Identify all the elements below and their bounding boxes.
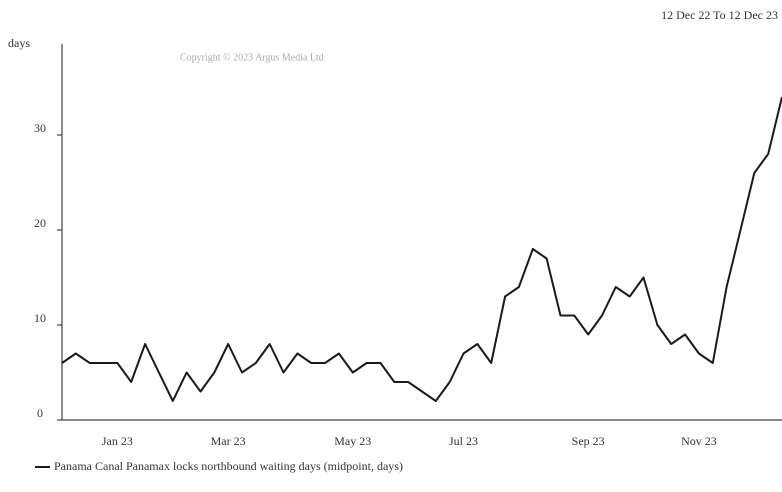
x-tick-label: Sep 23 (572, 434, 605, 448)
x-tick-label: Jan 23 (102, 434, 133, 448)
x-tick-label: Jul 23 (449, 434, 478, 448)
y-tick-label: 30 (34, 121, 46, 135)
x-tick-label: May 23 (334, 434, 371, 448)
x-tick-label: Mar 23 (211, 434, 246, 448)
y-tick-label: 20 (34, 216, 46, 230)
copyright-note: Copyright © 2023 Argus Media Ltd (180, 52, 324, 63)
data-line (61, 96, 782, 402)
y-tick-label: 0 (37, 406, 43, 420)
y-axis-label: days (8, 36, 30, 50)
legend-label: Panama Canal Panamax locks northbound wa… (54, 459, 403, 473)
x-tick-label: Nov 23 (681, 434, 717, 448)
chart-subtitle: 12 Dec 22 To 12 Dec 23 (661, 8, 778, 22)
y-tick-label: 10 (34, 311, 46, 325)
